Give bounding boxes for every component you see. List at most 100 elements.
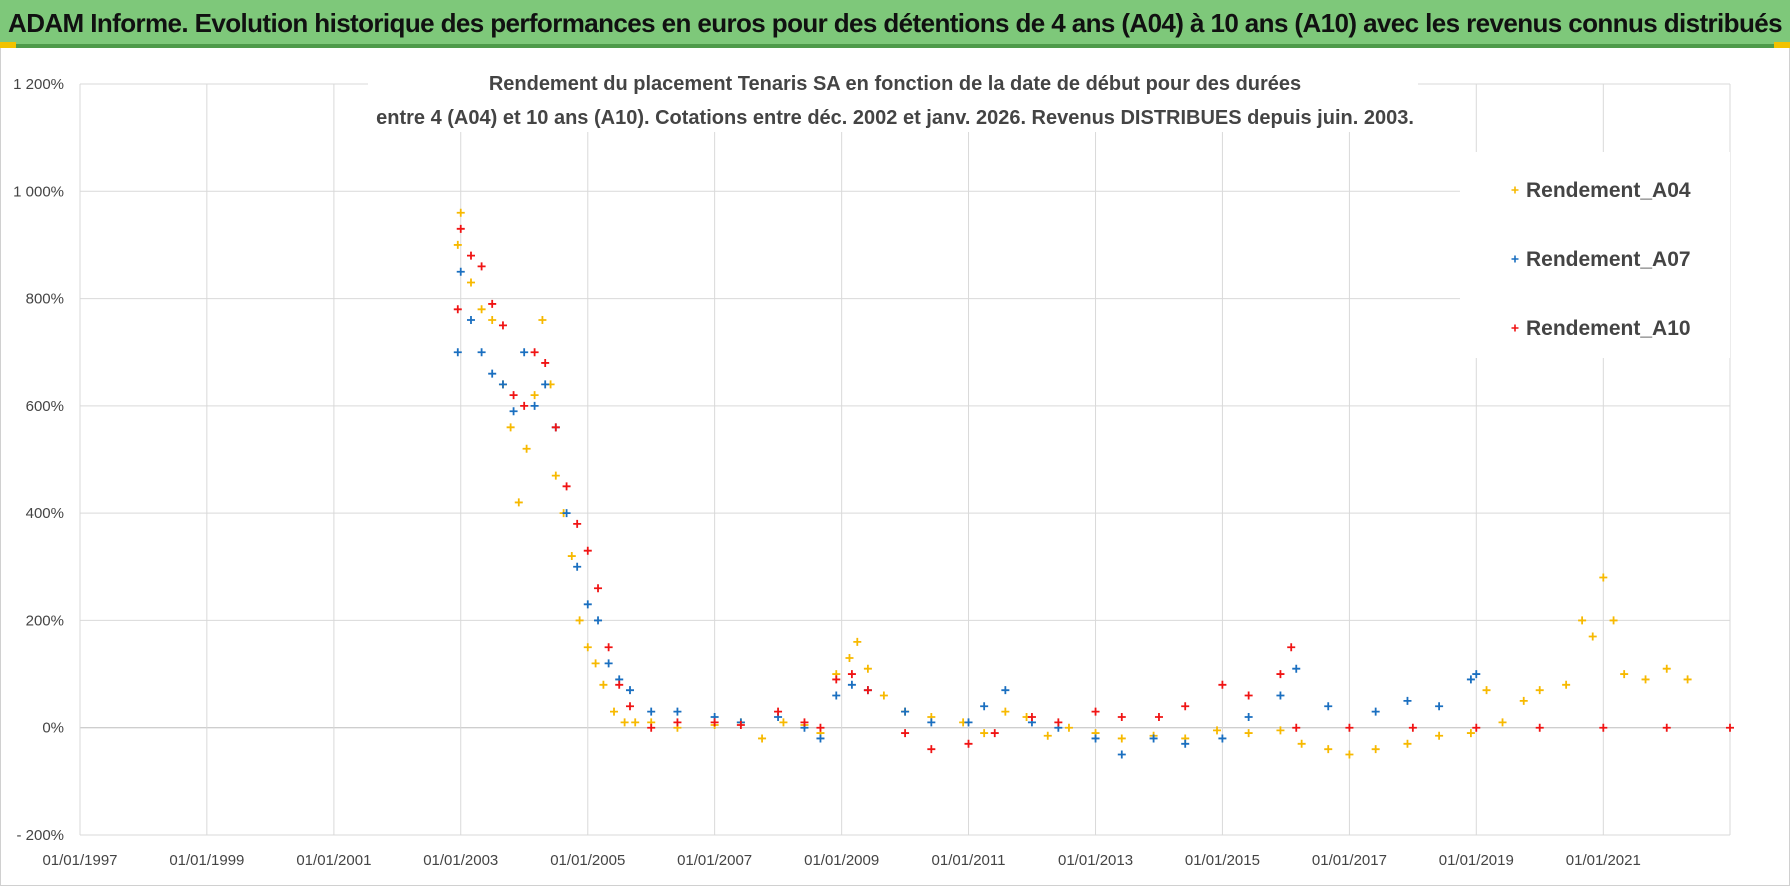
data-point [1244,729,1253,738]
data-point [964,718,973,727]
data-point [1466,675,1475,684]
x-tick-label: 01/01/2011 [932,852,1006,869]
data-point [567,552,576,561]
data-point [620,718,629,727]
data-point [610,707,619,716]
data-point [1001,686,1010,695]
legend-marker [1511,255,1519,263]
data-point [453,305,462,314]
chart-title-line2: entre 4 (A04) et 10 ans (A10). Cotations… [376,107,1414,129]
data-point [980,729,989,738]
y-tick-label: - 200% [16,827,64,844]
data-point [1609,616,1618,625]
data-point [1117,712,1126,721]
series-rendement_a10 [453,224,1734,754]
data-point [1218,680,1227,689]
data-point [1064,723,1073,732]
data-point [530,391,539,400]
x-tick-label: 01/01/1997 [42,852,117,869]
data-point [522,444,531,453]
data-point [541,358,550,367]
data-point [583,546,592,555]
data-point [1324,745,1333,754]
data-point [1599,723,1608,732]
data-point [1498,718,1507,727]
data-point [1535,686,1544,695]
data-point [1149,734,1158,743]
data-point [1213,726,1222,735]
data-point [1117,750,1126,759]
data-point [1292,723,1301,732]
data-point [498,380,507,389]
legend-label: Rendement_A07 [1526,248,1691,271]
data-point [551,471,560,480]
data-point [1726,723,1734,732]
x-tick-label: 01/01/2021 [1566,852,1641,869]
data-point [832,691,841,700]
data-point [631,718,640,727]
data-point [477,305,486,314]
data-point [551,423,560,432]
chart-title-line1: Rendement du placement Tenaris SA en fon… [489,73,1301,95]
y-tick-label: 200% [26,612,64,629]
data-point [1472,723,1481,732]
data-point [626,702,634,711]
y-tick-label: 1 000% [13,183,64,200]
data-point [901,729,910,738]
header-banner: ADAM Informe. Evolution historique des p… [0,0,1790,46]
data-point [647,707,656,716]
data-point [453,348,462,357]
data-point [466,251,475,260]
x-tick-label: 01/01/2013 [1058,852,1133,869]
data-point [1371,707,1380,716]
data-point [594,584,603,593]
x-tick-label: 01/01/2019 [1439,852,1514,869]
data-point [488,299,497,308]
data-point [774,707,783,716]
data-point [736,721,745,730]
data-point [927,745,936,754]
data-point [1662,723,1671,732]
legend-label: Rendement_A10 [1526,317,1691,340]
x-tick-label: 01/01/2009 [804,852,879,869]
data-point [488,316,497,325]
data-point [1244,712,1253,721]
data-point [1345,723,1354,732]
data-point [573,519,582,528]
data-point [980,702,989,711]
data-point [456,224,465,233]
data-point [1599,573,1608,582]
data-point [847,670,856,679]
data-point [816,734,825,743]
data-point [514,498,523,507]
title-backdrop [368,66,1418,132]
banner-corner-right [1774,42,1790,48]
data-point [1466,729,1475,738]
data-point [562,509,571,518]
y-tick-label: 600% [26,398,64,415]
data-point [673,718,682,727]
data-point [626,686,634,695]
data-point [1472,670,1481,679]
y-tick-label: 400% [26,505,64,522]
data-point [1117,734,1126,743]
legend-marker [1511,186,1519,194]
data-point [673,707,682,716]
legend-marker [1511,324,1519,332]
data-point [964,739,973,748]
data-point [1519,696,1528,705]
data-point [498,321,507,330]
data-points [453,208,1734,759]
data-point [1297,739,1306,748]
data-point [1683,675,1692,684]
data-point [594,616,603,625]
data-point [1403,696,1412,705]
data-point [573,562,582,571]
x-tick-label: 01/01/1999 [169,852,244,869]
x-tick-label: 01/01/2003 [423,852,498,869]
data-point [1324,702,1333,711]
data-point [1091,734,1100,743]
data-point [1641,675,1650,684]
data-point [1244,691,1253,700]
data-point [453,240,462,249]
